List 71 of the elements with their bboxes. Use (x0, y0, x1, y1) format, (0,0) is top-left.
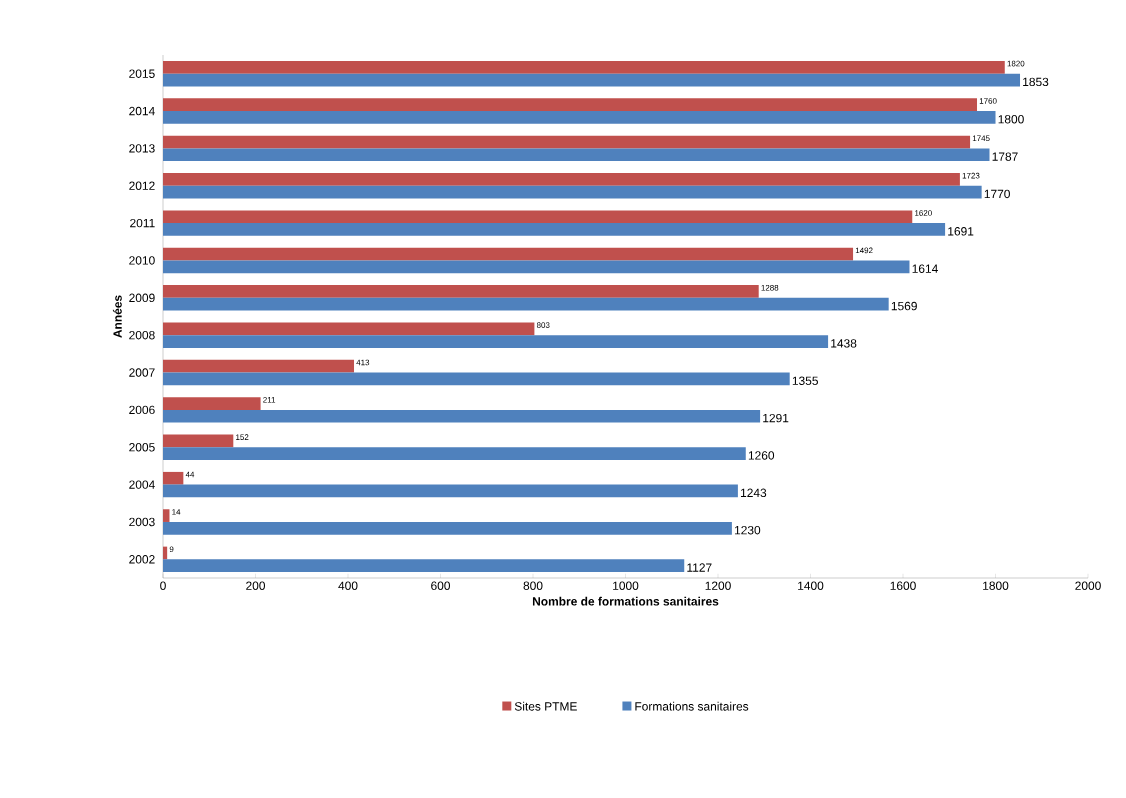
y-tick-label: 2010 (129, 256, 155, 265)
x-tick-label: 1000 (613, 581, 639, 590)
y-tick-label: 2013 (129, 144, 155, 153)
bar (163, 260, 910, 274)
bar (163, 135, 971, 149)
bar (163, 210, 913, 224)
x-axis-title: Nombre de formations sanitaires (532, 596, 719, 606)
bar (163, 397, 261, 410)
bar (163, 247, 854, 261)
y-tick-label: 2012 (129, 181, 155, 190)
x-tick-label: 1400 (798, 581, 824, 590)
bar (163, 223, 946, 236)
y-tick-label: 2006 (129, 405, 155, 415)
y-tick-label: 2008 (129, 330, 155, 340)
y-tick-label: 2015 (129, 69, 155, 78)
data-label: 1853 (1023, 77, 1049, 87)
x-tick-label: 2000 (1075, 581, 1101, 590)
bar (163, 285, 759, 298)
x-tick-label: 200 (246, 581, 266, 590)
legend-label: Sites PTME (514, 701, 577, 711)
x-tick-label: 1800 (983, 581, 1009, 590)
y-tick-label: 2009 (129, 293, 155, 303)
x-tick-label: 400 (338, 581, 358, 590)
bar (163, 434, 234, 448)
data-label: 1569 (891, 301, 917, 311)
y-tick-label: 2007 (129, 368, 155, 377)
bar (163, 484, 738, 498)
data-label: 1127 (687, 563, 712, 572)
bar (163, 546, 168, 560)
data-label: 1230 (734, 525, 761, 535)
data-label: 1770 (984, 189, 1010, 199)
y-tick-label: 2002 (129, 555, 155, 564)
bar (163, 409, 761, 423)
data-label: 1787 (992, 152, 1018, 161)
data-label: 1355 (792, 376, 818, 385)
bar (163, 447, 746, 460)
x-tick-label: 800 (523, 581, 543, 590)
bar (163, 521, 732, 535)
bar (163, 559, 685, 573)
bar (163, 322, 535, 336)
y-tick-label: 2014 (129, 106, 155, 116)
bar (163, 359, 355, 373)
bar (163, 60, 1005, 74)
bar (163, 111, 996, 124)
data-label: 1800 (998, 115, 1024, 124)
data-label: 1614 (912, 264, 938, 273)
bar (163, 148, 990, 162)
bar (163, 185, 982, 199)
y-tick-label: 2003 (129, 517, 155, 527)
data-label: 1438 (831, 339, 857, 348)
bar (163, 173, 960, 186)
bar (163, 335, 829, 348)
y-tick-label: 2005 (129, 443, 155, 452)
bar (163, 297, 889, 311)
legend-label: Formations sanitaires (635, 701, 749, 711)
bar (163, 509, 170, 522)
bar (163, 73, 1021, 87)
bar (163, 372, 790, 386)
data-label: 1243 (741, 488, 767, 498)
x-tick-label: 600 (431, 581, 451, 590)
x-tick-label: 1200 (705, 581, 731, 590)
x-tick-label: 0 (160, 581, 166, 590)
y-tick-label: 2004 (129, 480, 155, 489)
data-label: 1691 (948, 227, 974, 236)
x-tick-label: 1600 (890, 581, 916, 590)
y-axis-title: Années (112, 295, 122, 338)
data-label: 1260 (748, 451, 775, 460)
bar (163, 471, 184, 485)
bar (163, 98, 978, 112)
y-tick-label: 2011 (130, 218, 155, 228)
data-label: 1291 (763, 413, 789, 423)
